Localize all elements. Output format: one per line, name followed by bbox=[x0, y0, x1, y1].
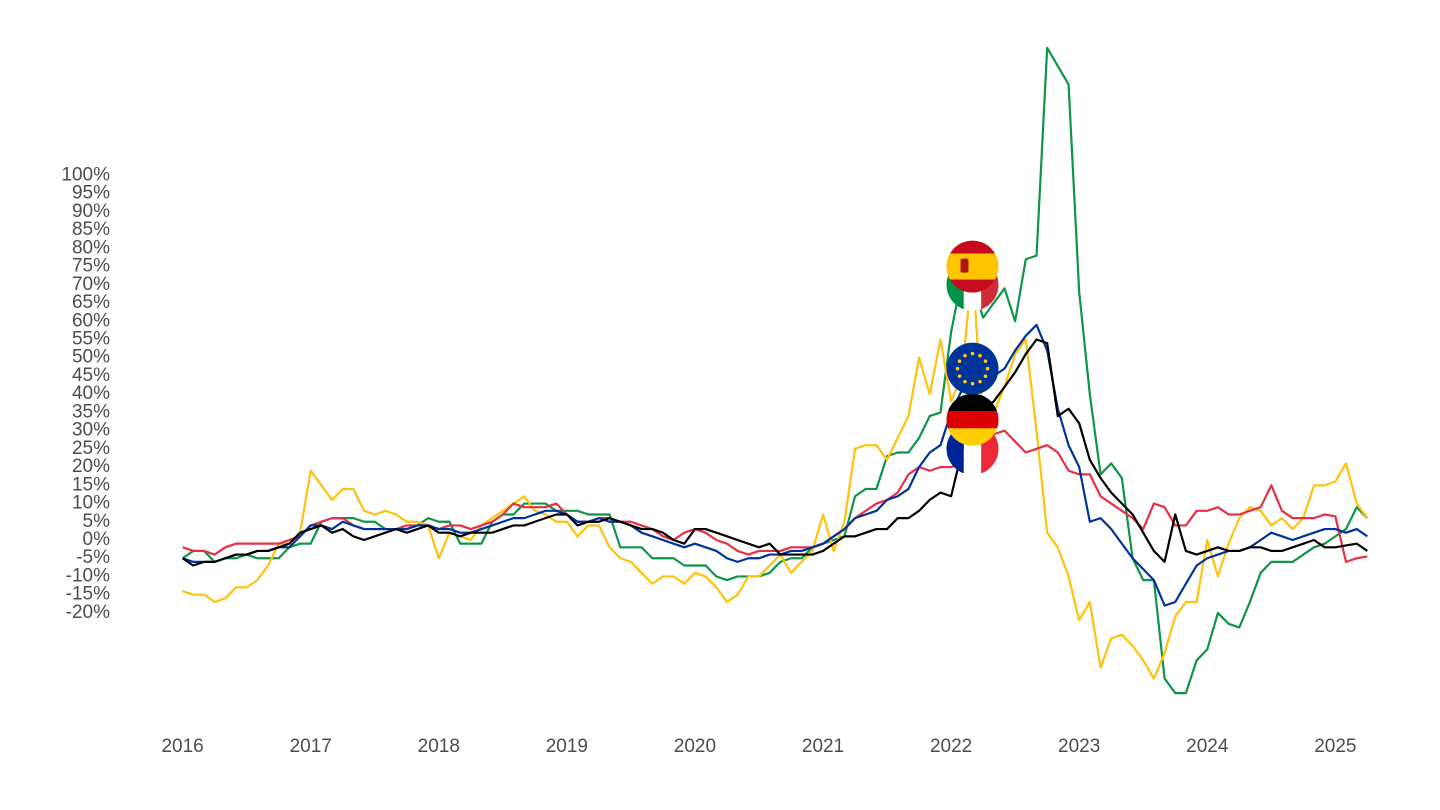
x-tick-label: 2019 bbox=[546, 736, 588, 757]
y-tick-label: 5% bbox=[83, 511, 111, 532]
flag-stripe bbox=[946, 253, 999, 280]
flag-star bbox=[983, 359, 988, 363]
y-tick-label: 70% bbox=[72, 274, 110, 295]
x-tick-label: 2023 bbox=[1058, 736, 1100, 757]
y-tick-label: 10% bbox=[72, 493, 110, 514]
flag-stripe bbox=[946, 428, 999, 446]
flag-star bbox=[963, 353, 967, 358]
y-tick-label: -20% bbox=[66, 602, 110, 623]
y-tick-label: 55% bbox=[72, 328, 110, 349]
y-tick-label: -15% bbox=[66, 584, 110, 605]
x-tick-label: 2024 bbox=[1186, 736, 1229, 757]
lines bbox=[182, 46, 1369, 695]
flag-star bbox=[957, 359, 962, 363]
y-tick-label: -5% bbox=[76, 547, 110, 568]
flag-star bbox=[957, 374, 962, 378]
y-tick-label: 0% bbox=[83, 529, 111, 550]
y-tick-label: -10% bbox=[66, 565, 110, 586]
flag-star bbox=[955, 366, 960, 371]
y-tick-label: 75% bbox=[72, 256, 110, 277]
y-tick-label: 90% bbox=[72, 201, 110, 222]
y-tick-label: 25% bbox=[72, 438, 110, 459]
flag-icon bbox=[946, 342, 999, 395]
flag-stripe bbox=[946, 411, 999, 429]
x-tick-label: 2018 bbox=[418, 736, 460, 757]
flag-icon bbox=[946, 240, 999, 293]
series-line bbox=[182, 338, 1368, 567]
y-tick-label: 35% bbox=[72, 401, 110, 422]
flag-emblem bbox=[960, 258, 969, 273]
x-tick-label: 2021 bbox=[802, 736, 844, 757]
flag-star bbox=[970, 381, 975, 386]
flag-star bbox=[963, 379, 967, 384]
x-tick-label: 2022 bbox=[930, 736, 972, 757]
series-line bbox=[182, 46, 1369, 695]
flag-stripe bbox=[946, 393, 999, 412]
x-tick-label: 2017 bbox=[290, 736, 332, 757]
y-tick-label: 30% bbox=[72, 420, 110, 441]
y-tick-label: 45% bbox=[72, 365, 110, 386]
series-line bbox=[182, 265, 1369, 680]
flag-stripe bbox=[946, 342, 999, 395]
y-tick-label: 85% bbox=[72, 219, 110, 240]
y-tick-label: 60% bbox=[72, 310, 110, 331]
y-tick-label: 40% bbox=[72, 383, 110, 404]
x-tick-label: 2025 bbox=[1314, 736, 1356, 757]
flag-star bbox=[985, 366, 990, 371]
labels: 2016 2017 2018 2019 2020 2021 2022 2023 2024 2025… bbox=[61, 164, 1356, 757]
flag-star bbox=[978, 353, 982, 358]
flag-star bbox=[970, 351, 975, 356]
x-tick-label: 2020 bbox=[674, 736, 716, 757]
y-tick-label: 20% bbox=[72, 456, 110, 477]
y-tick-label: 80% bbox=[72, 237, 110, 258]
y-tick-label: 65% bbox=[72, 292, 110, 313]
y-tick-label: 100% bbox=[61, 164, 110, 185]
y-tick-label: 15% bbox=[72, 474, 110, 495]
flags bbox=[946, 240, 999, 475]
flag-star bbox=[983, 374, 988, 378]
y-tick-label: 50% bbox=[72, 347, 110, 368]
flag-star bbox=[978, 379, 982, 384]
series-line bbox=[182, 323, 1368, 607]
flag-icon bbox=[946, 393, 999, 446]
y-tick-label: 95% bbox=[72, 183, 110, 204]
x-tick-label: 2016 bbox=[161, 736, 203, 757]
